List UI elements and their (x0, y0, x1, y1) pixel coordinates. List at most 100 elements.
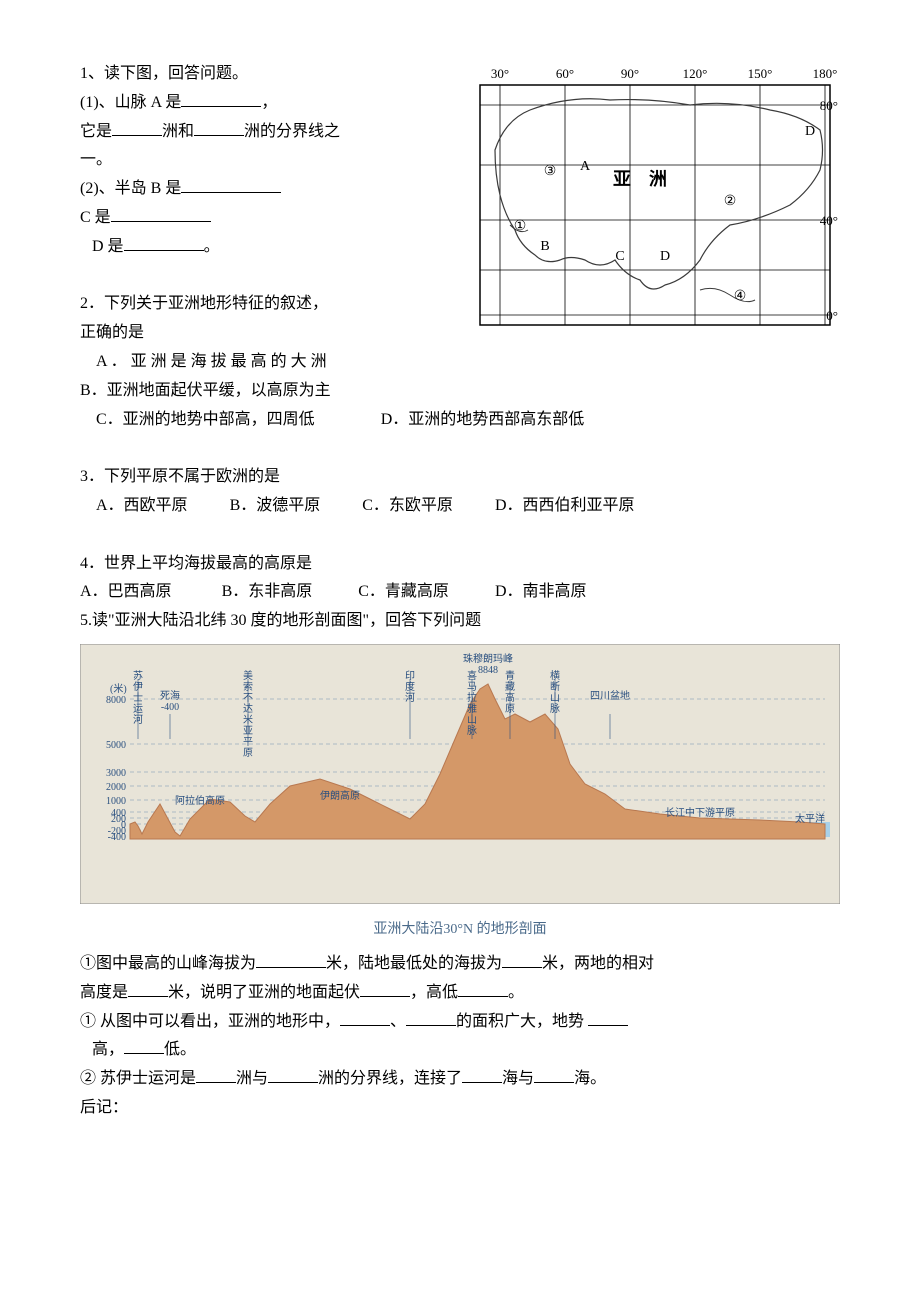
svg-text:8848: 8848 (478, 665, 498, 676)
svg-text:苏: 苏 (133, 669, 143, 682)
svg-text:脉: 脉 (550, 702, 560, 715)
q5-s3c: 的面积广大，地势 (456, 1013, 588, 1030)
terrain-profile-figure: 800050003000200010004002000-200-400(米)珠穆… (80, 644, 840, 942)
q4-optB: B．东非高原 (222, 583, 313, 600)
q5-s1b: 米，陆地最低处的海拔为 (326, 955, 502, 972)
svg-text:四川盆地: 四川盆地 (590, 689, 630, 702)
asia-map-figure: 30°60°90°120°150°180°80°40°0°亚 洲ABCDD①②③… (450, 60, 840, 351)
svg-text:原: 原 (505, 703, 515, 715)
q5-s4b: 低。 (164, 1041, 196, 1058)
q3-prompt: 3．下列平原不属于欧洲的是 (80, 463, 840, 492)
svg-text:美: 美 (243, 669, 253, 682)
terrain-profile-svg: 800050003000200010004002000-200-400(米)珠穆… (80, 644, 840, 904)
q4-optC: C．青藏高原 (358, 583, 449, 600)
q5-s1c: 米，两地的相对 (542, 955, 654, 972)
svg-text:印: 印 (405, 670, 415, 682)
blank (181, 90, 261, 107)
blank (112, 119, 162, 136)
q5-prompt: 5.读"亚洲大陆沿北纬 30 度的地形剖面图"，回答下列问题 (80, 607, 840, 636)
svg-text:索: 索 (243, 680, 253, 693)
svg-text:运: 运 (133, 703, 143, 715)
profile-caption: 亚洲大陆沿30°N 的地形剖面 (80, 917, 840, 942)
q5-s5d: 海与 (502, 1070, 534, 1087)
q1-l3a: 它是 (80, 123, 112, 140)
svg-text:30°: 30° (491, 66, 509, 81)
svg-text:马: 马 (467, 681, 477, 693)
blank (458, 980, 508, 997)
svg-text:不: 不 (243, 693, 253, 704)
svg-text:180°: 180° (813, 66, 838, 81)
q4-prompt: 4．世界上平均海拔最高的高原是 (80, 550, 840, 579)
blank (534, 1066, 574, 1083)
svg-text:D: D (660, 249, 670, 264)
blank (588, 1009, 628, 1026)
svg-text:拉: 拉 (467, 691, 477, 704)
svg-text:C: C (615, 249, 624, 264)
svg-text:原: 原 (243, 747, 253, 759)
blank (124, 234, 204, 251)
svg-text:1000: 1000 (106, 796, 126, 807)
blank (196, 1066, 236, 1083)
svg-text:伊朗高原: 伊朗高原 (320, 789, 360, 802)
svg-text:④: ④ (734, 289, 747, 304)
svg-text:达: 达 (243, 703, 253, 715)
q5-s5e: 海。 (574, 1070, 606, 1087)
q5-s5b: 洲与 (236, 1070, 268, 1087)
svg-text:断: 断 (550, 680, 560, 693)
blank (111, 205, 211, 222)
svg-text:藏: 藏 (505, 681, 515, 693)
svg-text:士: 士 (133, 691, 143, 704)
svg-text:珠穆朗玛峰: 珠穆朗玛峰 (463, 652, 513, 665)
q5-s2a: 高度是 (80, 984, 128, 1001)
svg-text:伊: 伊 (133, 681, 143, 693)
q5-s5: ② 苏伊士运河是洲与洲的分界线，连接了海与海。 (80, 1065, 840, 1094)
q1-l5a: (2)、半岛 B 是 (80, 180, 181, 197)
blank (340, 1009, 390, 1026)
blank (268, 1066, 318, 1083)
svg-text:亚 洲: 亚 洲 (613, 169, 667, 189)
svg-text:-400: -400 (108, 832, 126, 843)
blank (181, 176, 281, 193)
q5-s2c: ，高低 (410, 984, 458, 1001)
q1-l7b: 。 (204, 238, 220, 255)
blank (360, 980, 410, 997)
q3-optA: A．西欧平原 (96, 497, 188, 514)
q1-l3b: 洲和 (162, 123, 194, 140)
q5-s3b: 、 (390, 1013, 406, 1030)
q3-optB: B．波德平原 (230, 497, 321, 514)
svg-text:B: B (540, 239, 549, 254)
q3-optC: C．东欧平原 (362, 497, 453, 514)
svg-text:40°: 40° (820, 213, 838, 228)
svg-text:河: 河 (133, 714, 143, 726)
svg-text:90°: 90° (621, 66, 639, 81)
svg-text:8000: 8000 (106, 695, 126, 706)
q5-s2b: 米，说明了亚洲的地面起伏 (168, 984, 360, 1001)
svg-text:喜: 喜 (467, 669, 477, 682)
svg-text:河: 河 (405, 692, 415, 704)
q4-options: A．巴西高原 B．东非高原 C．青藏高原 D．南非高原 (80, 578, 840, 607)
q5-post: 后记： (80, 1094, 840, 1123)
q2-optCD: C．亚洲的地势中部高，四周低 D．亚洲的地势西部高东部低 (80, 406, 840, 435)
svg-text:3000: 3000 (106, 768, 126, 779)
q5-s3a: ① 从图中可以看出，亚洲的地形中， (80, 1013, 340, 1030)
svg-text:150°: 150° (748, 66, 773, 81)
svg-text:2000: 2000 (106, 782, 126, 793)
svg-text:亚: 亚 (243, 726, 253, 737)
svg-text:死海: 死海 (160, 689, 180, 702)
svg-text:0°: 0° (826, 308, 838, 323)
q5-s5c: 洲的分界线，连接了 (318, 1070, 462, 1087)
q3-optD: D．西西伯利亚平原 (495, 497, 635, 514)
q5-s2: 高度是米，说明了亚洲的地面起伏，高低。 (80, 979, 840, 1008)
q1-l2a: (1)、山脉 A 是 (80, 94, 181, 111)
q1-l2b: ， (261, 94, 277, 111)
svg-text:5000: 5000 (106, 740, 126, 751)
svg-text:太平洋: 太平洋 (795, 812, 825, 825)
blank (406, 1009, 456, 1026)
svg-text:雅: 雅 (467, 702, 477, 715)
q2-optA-text: A ． 亚 洲 是 海 拔 最 高 的 大 洲 (96, 353, 327, 370)
svg-text:③: ③ (544, 164, 557, 179)
q2-optD: D．亚洲的地势西部高东部低 (381, 411, 585, 428)
svg-text:A: A (580, 159, 591, 174)
svg-text:阿拉伯高原: 阿拉伯高原 (175, 794, 225, 807)
q5-s1a: ①图中最高的山峰海拔为 (80, 955, 256, 972)
